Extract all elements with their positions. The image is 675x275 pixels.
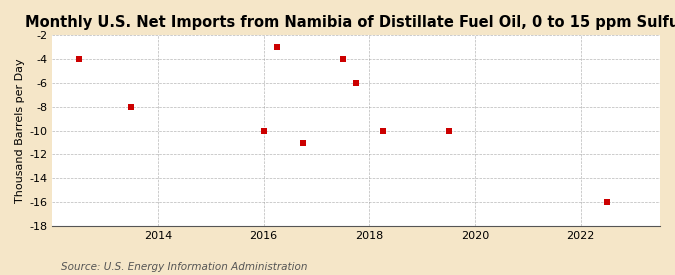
Point [443,128,454,133]
Point [351,81,362,85]
Point [126,104,137,109]
Text: Source: U.S. Energy Information Administration: Source: U.S. Energy Information Administ… [61,262,307,272]
Point [601,200,612,204]
Point [73,57,84,61]
Point [377,128,388,133]
Point [338,57,348,61]
Point [298,140,308,145]
Y-axis label: Thousand Barrels per Day: Thousand Barrels per Day [15,58,25,203]
Point [258,128,269,133]
Point [271,45,282,50]
Title: Monthly U.S. Net Imports from Namibia of Distillate Fuel Oil, 0 to 15 ppm Sulfur: Monthly U.S. Net Imports from Namibia of… [26,15,675,30]
